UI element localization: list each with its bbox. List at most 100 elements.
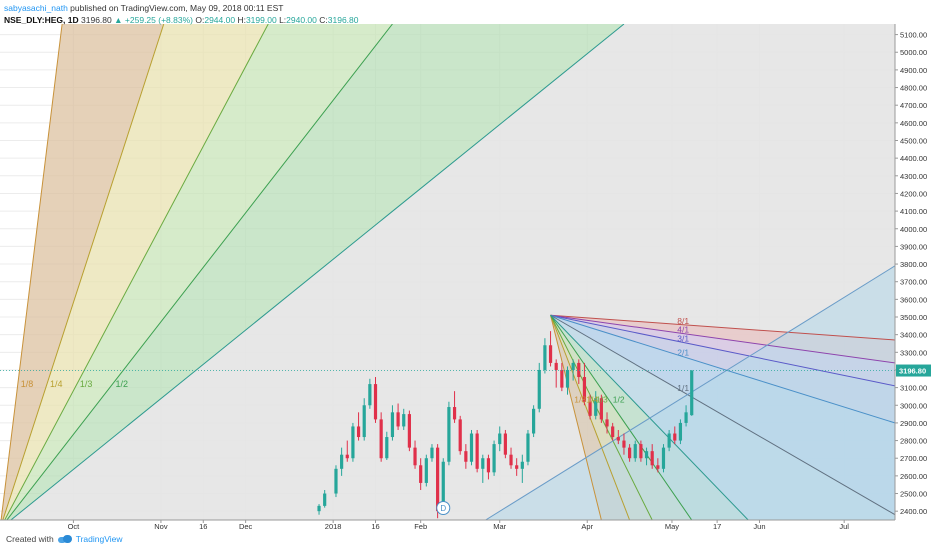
candle <box>385 431 389 460</box>
price-tick-label: 3600.00 <box>900 295 927 304</box>
candle-body <box>481 458 485 469</box>
fan-label-high: 2/1 <box>677 348 689 358</box>
gann-fans[interactable] <box>0 24 895 529</box>
fan-line-high-down[interactable] <box>550 314 749 520</box>
candle <box>390 405 395 441</box>
candle-body <box>684 412 688 423</box>
candle <box>577 359 581 385</box>
candle-body <box>599 398 603 420</box>
fan-line-high[interactable] <box>550 314 895 424</box>
candle-body <box>441 461 445 512</box>
fan-line-high[interactable] <box>550 314 895 516</box>
candle <box>650 444 654 469</box>
candle <box>481 454 485 483</box>
candle <box>458 415 462 455</box>
tradingview-brand[interactable]: TradingView <box>75 534 123 544</box>
candle-body <box>644 451 649 459</box>
fan-line-high-down[interactable] <box>550 315 602 520</box>
candle <box>323 489 327 508</box>
candle <box>616 429 620 445</box>
candle-body <box>582 377 587 402</box>
candle <box>396 403 400 430</box>
price-tick-label: 4100.00 <box>900 207 927 216</box>
candle <box>656 458 660 473</box>
candle <box>639 440 643 462</box>
fan-line-high[interactable] <box>550 314 895 387</box>
close-label: C: <box>319 15 328 25</box>
candle <box>334 465 338 498</box>
fan-line-high[interactable] <box>550 314 895 364</box>
candle-body <box>469 433 474 462</box>
candle <box>554 359 558 388</box>
candle <box>582 362 587 406</box>
fan-line-low[interactable] <box>0 24 63 529</box>
time-tick-label: Dec <box>239 522 253 531</box>
price-tick-label: 4000.00 <box>900 225 927 234</box>
candle-body <box>656 465 660 469</box>
fan-line-high-down[interactable] <box>550 314 693 520</box>
close-value: 3196.80 <box>327 15 359 25</box>
fan-line-low[interactable] <box>0 24 165 529</box>
high-label: H: <box>237 15 246 25</box>
candle <box>368 378 372 409</box>
fan-line-low[interactable] <box>0 24 269 529</box>
candle <box>594 391 598 420</box>
fan-label-low: 1/3 <box>80 379 93 389</box>
time-tick-label: Nov <box>154 522 168 531</box>
price-change: +259.25 (+8.83%) <box>124 15 193 25</box>
candle-body <box>486 458 491 473</box>
fan-label-high-down: 1/8 <box>574 395 586 405</box>
marker-circle[interactable] <box>436 501 451 515</box>
published-info: published on TradingView.com, May 09, 20… <box>70 3 284 13</box>
price-tick-label: 5000.00 <box>900 48 927 57</box>
time-tick-label: Jul <box>839 522 849 531</box>
candle-body <box>390 412 395 438</box>
fan-label-high: 3/1 <box>677 333 689 343</box>
price-tick-label: 3700.00 <box>900 278 927 287</box>
candle-body <box>639 444 643 459</box>
price-tick-label: 4400.00 <box>900 154 927 163</box>
candle-body <box>362 405 366 438</box>
candle <box>622 433 626 455</box>
candle-body <box>537 369 541 409</box>
price-tick-label: 4600.00 <box>900 119 927 128</box>
dividend-marker[interactable]: D <box>436 501 451 515</box>
candle-body <box>594 398 598 416</box>
time-tick-label: May <box>665 522 679 531</box>
candle-body <box>571 362 575 370</box>
candle <box>509 447 513 469</box>
low-value: 2940.00 <box>286 15 317 25</box>
open-label: O: <box>195 15 205 25</box>
marker-letter: D <box>440 504 446 513</box>
price-tick-label: 3000.00 <box>900 401 927 410</box>
price-tick-label: 4900.00 <box>900 66 927 75</box>
candle <box>611 422 615 441</box>
candle-body <box>520 461 524 469</box>
time-tick-label: Mar <box>493 522 506 531</box>
fan-line-low[interactable] <box>0 24 625 529</box>
price-tick-label: 2800.00 <box>900 437 927 446</box>
author-name[interactable]: sabyasachi_nath <box>4 3 68 13</box>
last-price: 3196.80 <box>81 15 112 25</box>
fan-line-low[interactable] <box>0 24 393 529</box>
fan-label-high-down: 1/2 <box>613 395 625 405</box>
candle <box>537 362 541 413</box>
candle <box>356 412 361 441</box>
candle-body <box>475 433 479 469</box>
price-tick-label: 4800.00 <box>900 84 927 93</box>
candle-body <box>492 444 496 473</box>
candle-body <box>419 465 423 483</box>
fan-line-high[interactable] <box>550 314 895 341</box>
candle-body <box>515 465 519 469</box>
fan-label-low: 1/8 <box>21 379 34 389</box>
candle <box>498 426 502 452</box>
price-axis[interactable]: 5100.00 5000.00 4900.00 4800.00 4700.00 4600.… <box>894 24 932 520</box>
time-axis[interactable]: Oct Nov 16 Dec 2018 16 Feb Mar Apr May 17 Jun Jul <box>0 519 895 531</box>
candle-body <box>543 345 547 370</box>
price-tick-label: 2500.00 <box>900 490 927 499</box>
symbol-name[interactable]: NSE_DLY:HEG, 1D <box>4 15 79 25</box>
candle-body <box>340 454 344 469</box>
candle <box>560 362 564 392</box>
price-tick-label: 4300.00 <box>900 172 927 181</box>
